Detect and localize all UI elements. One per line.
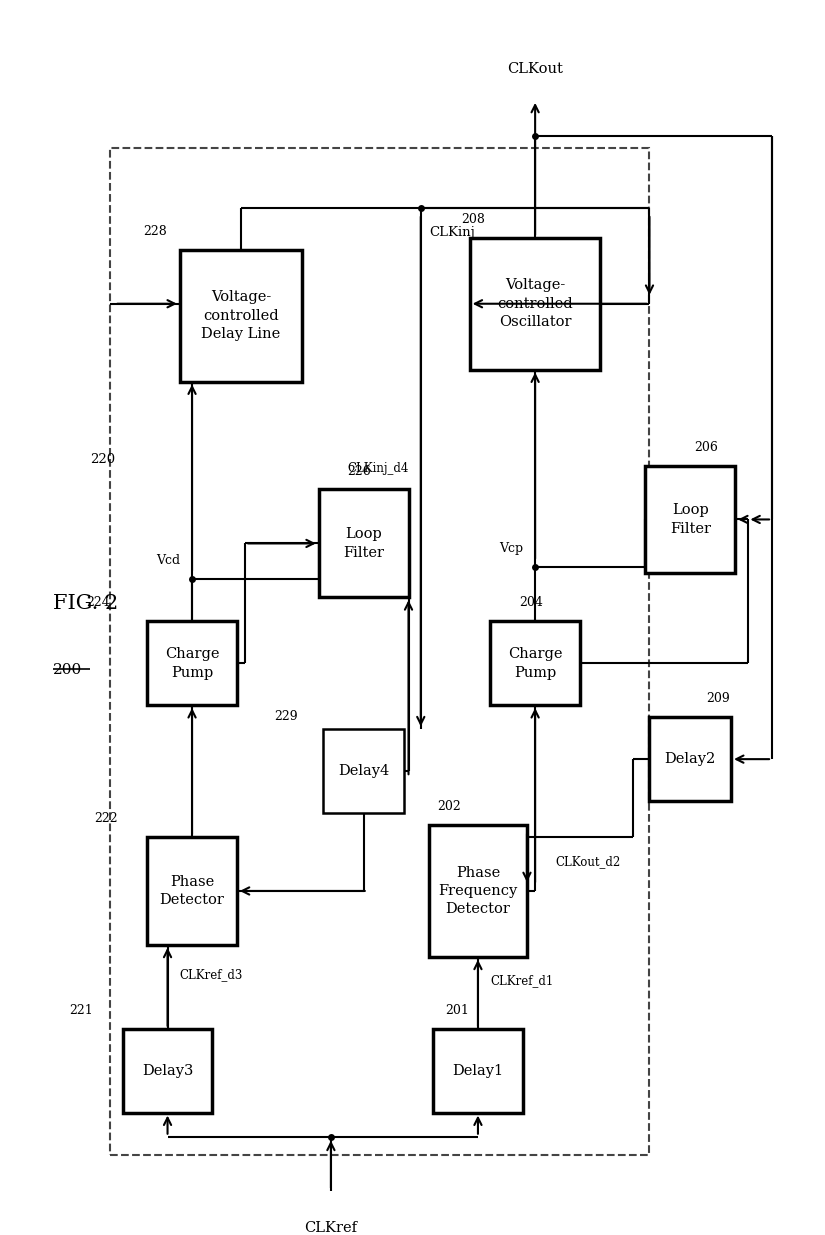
Text: 200: 200 — [53, 663, 82, 677]
Bar — [147, 837, 237, 945]
Text: CLKinj: CLKinj — [429, 226, 474, 238]
Text: Charge
Pump: Charge Pump — [507, 647, 563, 679]
Text: Voltage-
controlled
Delay Line: Voltage- controlled Delay Line — [201, 290, 280, 341]
Bar — [649, 718, 731, 802]
Bar — [433, 1029, 523, 1113]
Bar — [323, 729, 404, 813]
Bar — [469, 238, 601, 369]
Text: 224: 224 — [86, 597, 110, 609]
Text: Voltage-
controlled
Oscillator: Voltage- controlled Oscillator — [497, 278, 573, 330]
Bar — [111, 148, 649, 1155]
Bar — [429, 825, 527, 957]
Bar — [180, 249, 302, 382]
Text: 222: 222 — [94, 813, 118, 825]
Text: CLKref_d1: CLKref_d1 — [490, 974, 554, 987]
Text: 209: 209 — [706, 693, 730, 705]
Text: Loop
Filter: Loop Filter — [343, 527, 384, 559]
Text: Charge
Pump: Charge Pump — [165, 647, 219, 679]
Text: 220: 220 — [90, 453, 115, 466]
Text: Vcp: Vcp — [498, 542, 523, 556]
Text: CLKinj_d4: CLKinj_d4 — [347, 462, 408, 475]
Text: 206: 206 — [695, 441, 718, 453]
Text: 228: 228 — [143, 225, 167, 238]
Bar — [318, 489, 408, 598]
Bar — [645, 466, 735, 573]
Text: Delay3: Delay3 — [142, 1063, 193, 1078]
Text: CLKref_d3: CLKref_d3 — [180, 968, 243, 982]
Text: 226: 226 — [347, 464, 371, 478]
Text: 221: 221 — [69, 1004, 93, 1016]
Text: 202: 202 — [437, 800, 460, 813]
Text: 229: 229 — [274, 710, 297, 724]
Text: FIG. 2: FIG. 2 — [53, 594, 119, 613]
Text: Loop
Filter: Loop Filter — [670, 504, 710, 536]
Bar — [490, 621, 580, 705]
Text: CLKout_d2: CLKout_d2 — [555, 855, 620, 868]
Text: CLKref: CLKref — [304, 1220, 357, 1235]
Text: Vcd: Vcd — [156, 555, 180, 567]
Text: Delay2: Delay2 — [665, 752, 716, 766]
Text: 208: 208 — [461, 212, 485, 226]
Bar — [147, 621, 237, 705]
Bar — [123, 1029, 212, 1113]
Text: Delay1: Delay1 — [452, 1063, 503, 1078]
Text: 201: 201 — [446, 1004, 469, 1016]
Text: Delay4: Delay4 — [338, 764, 389, 778]
Text: 204: 204 — [519, 597, 543, 609]
Text: Phase
Detector: Phase Detector — [159, 874, 224, 908]
Text: CLKout: CLKout — [507, 62, 563, 77]
Text: Phase
Frequency
Detector: Phase Frequency Detector — [438, 866, 517, 916]
